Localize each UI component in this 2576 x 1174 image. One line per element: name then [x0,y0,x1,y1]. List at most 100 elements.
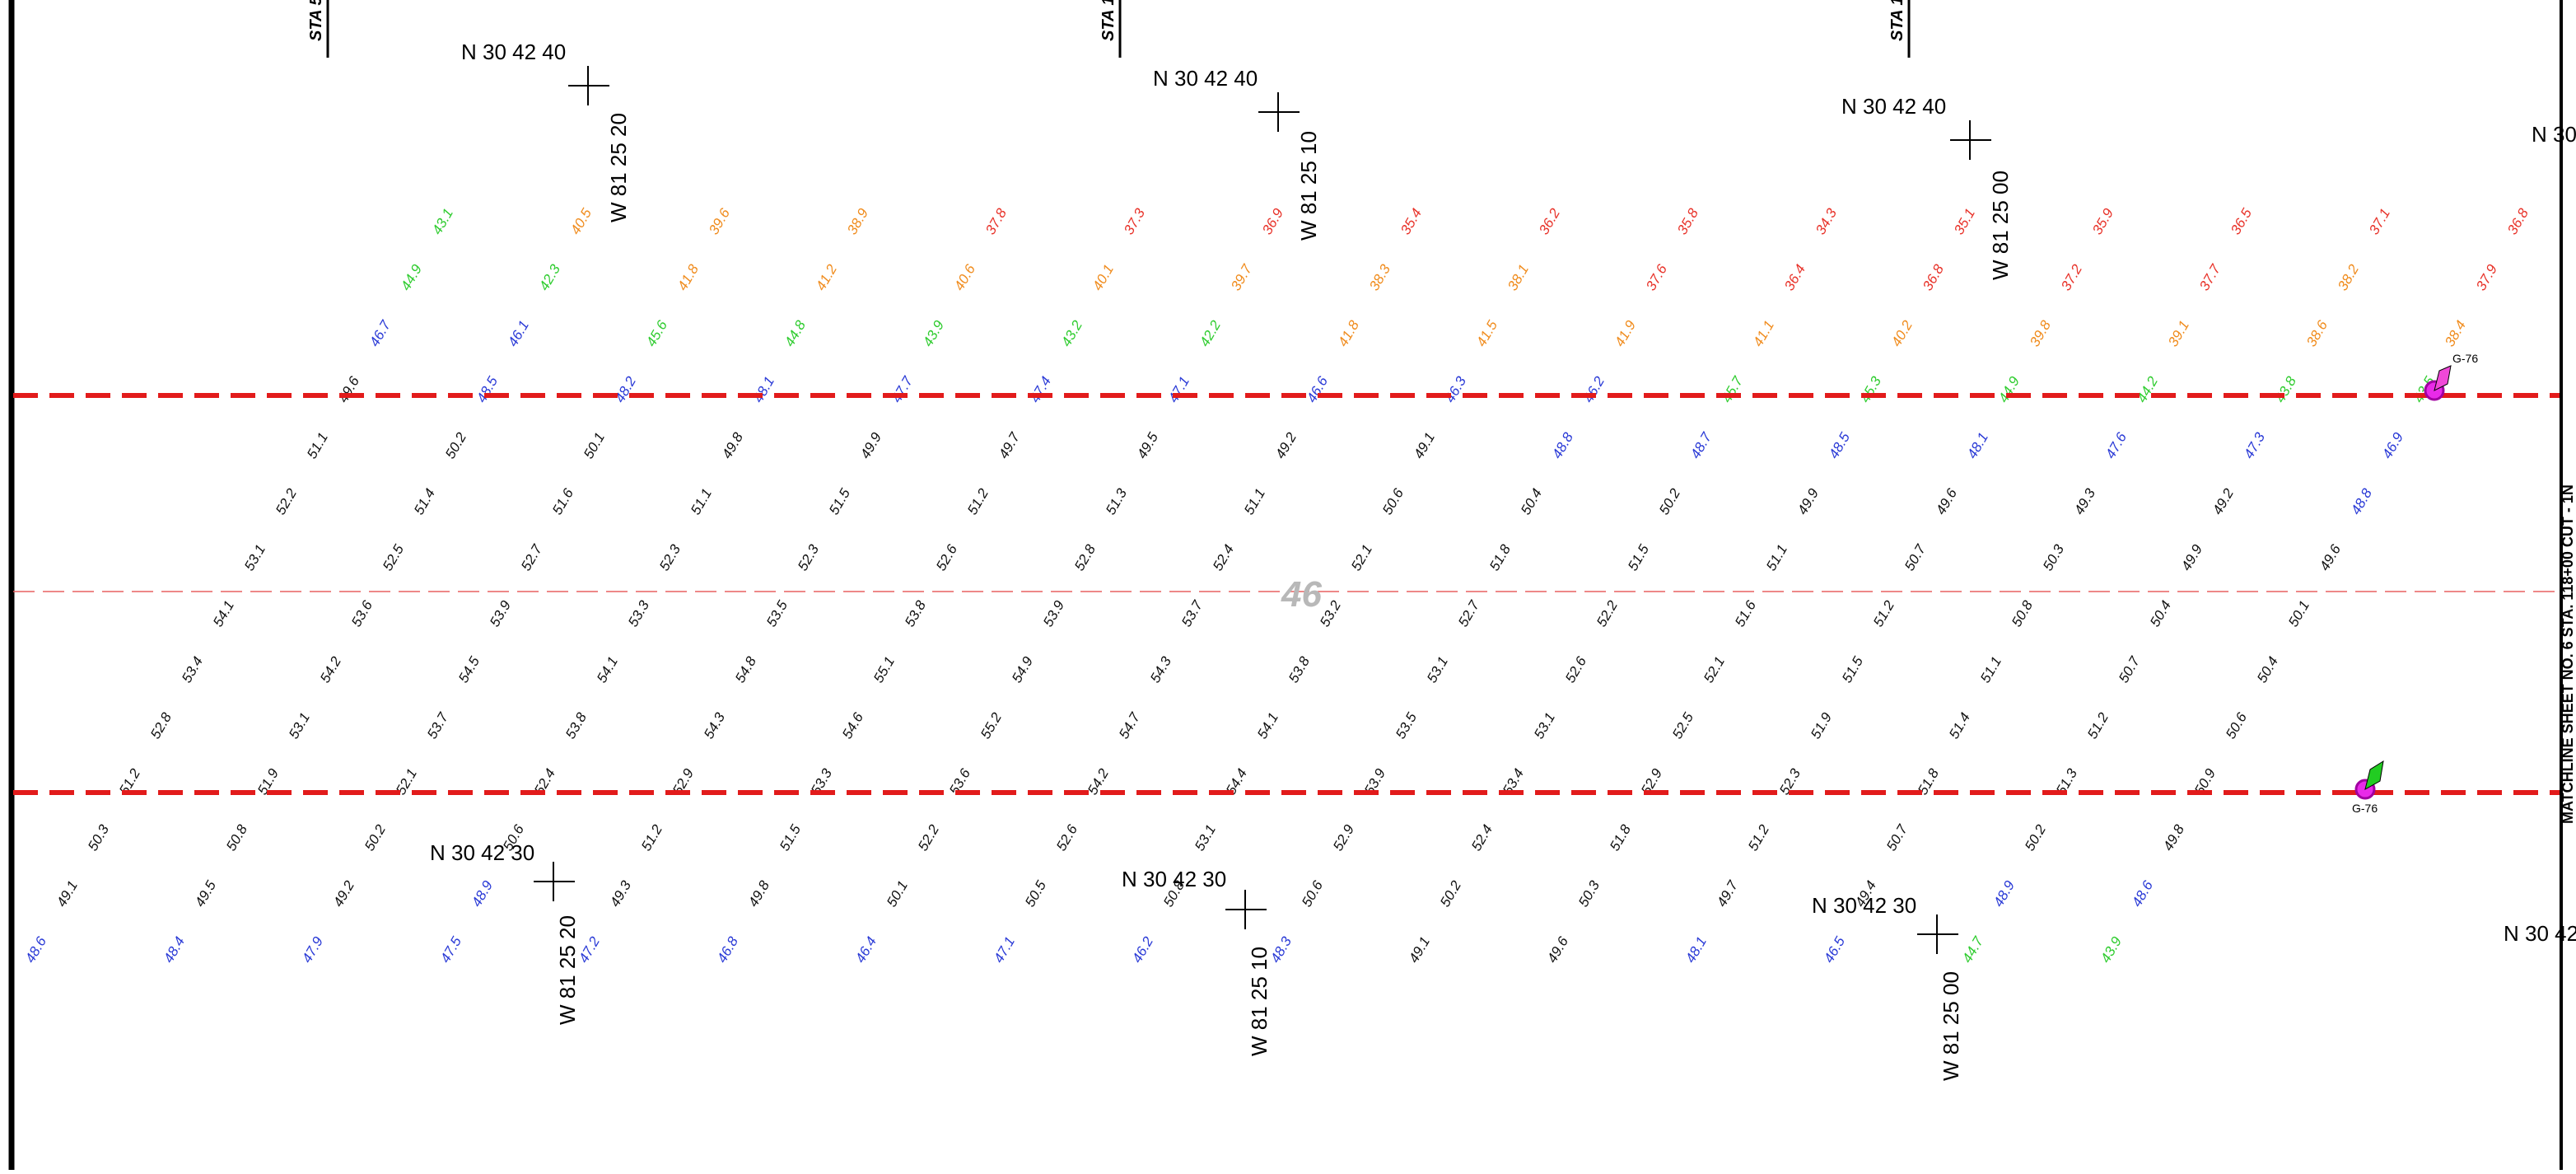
sounding: 50.8 [2009,597,2036,629]
sounding: 49.6 [1544,933,1571,966]
sounding: 40.5 [567,205,595,237]
sounding: 52.2 [1594,597,1621,629]
sounding: 37.3 [1121,205,1148,237]
sounding: 44.7 [1959,933,1986,966]
sounding: 51.8 [1607,821,1634,854]
sounding: 52.6 [933,541,960,573]
sounding: 51.1 [1977,654,2004,685]
sounding: 48.5 [1826,429,1853,461]
sounding: 53.1 [1192,822,1219,854]
sounding: 38.4 [2442,318,2469,349]
sounding: 48.5 [474,373,501,405]
sounding: 52.6 [1562,653,1589,685]
sounding: 55.1 [870,654,898,685]
crosshair [1950,120,1991,160]
sounding: 50.7 [1902,541,1929,573]
sounding: 54.1 [594,654,621,685]
sounding: 53.6 [348,597,376,629]
north-label: N 30 42 40 [461,40,566,64]
sounding: 47.2 [576,933,603,966]
sounding: 53.1 [1531,710,1558,741]
sounding: 50.3 [1575,877,1603,910]
sounding: 53.8 [1286,653,1313,685]
sounding: 46.9 [2379,429,2406,461]
north-label: N 30 42 40 [1153,66,1258,91]
sounding: 35.4 [1398,206,1425,237]
sounding: 54.1 [1254,710,1281,741]
sounding: 43.9 [920,317,947,349]
sounding: 48.8 [2348,485,2375,517]
sounding: 47.9 [299,933,326,966]
sounding: 52.4 [1210,542,1237,573]
watermark: 46 [1281,574,1322,615]
sounding: 50.6 [1379,485,1407,517]
sounding: 50.7 [1883,821,1911,854]
sounding: 52.5 [1669,709,1696,741]
sounding: 48.1 [1964,430,1991,461]
north-label: N 30 42 40 [1841,94,1946,119]
sounding: 52.2 [915,821,942,854]
sounding: 49.1 [1411,430,1438,461]
sounding: 48.9 [1990,877,2018,910]
sounding: 52.1 [1701,654,1728,685]
sounding: 54.7 [1116,709,1143,741]
sounding: 50.1 [884,878,911,910]
sounding: 50.7 [2116,653,2143,685]
sounding: 38.3 [1366,261,1393,293]
sounding: 51.6 [1732,597,1759,629]
sounding: 46.4 [852,934,880,966]
sounding: 52.1 [1348,542,1375,573]
sounding: 53.8 [562,709,590,741]
sounding: 39.6 [706,205,733,237]
sounding: 39.8 [2027,317,2054,349]
matchline-label: MATCHLINE SHEET NO. 6 STA. 118+00 CUT - … [2560,484,2576,824]
sounding: 49.8 [2160,821,2187,854]
gauge-flag [2434,365,2452,391]
sounding: 50.2 [1437,877,1464,910]
sounding: 49.2 [330,877,357,910]
sounding: 49.9 [2178,541,2205,573]
sounding: 46.2 [1129,933,1156,966]
sounding: 51.4 [411,486,438,517]
sounding: 43.9 [2098,933,2125,966]
sounding: 50.3 [85,821,112,854]
west-label: W 81 25 00 [1939,971,1963,1081]
sounding: 48.9 [469,877,496,910]
sounding: 48.2 [612,373,639,405]
sounding: 51.4 [1946,710,1973,741]
sounding: 49.5 [192,877,219,910]
sounding: 53.1 [286,710,313,741]
sounding: 53.3 [625,597,652,629]
sounding: 37.7 [2196,261,2224,293]
sounding: 35.1 [1951,206,1978,237]
sounding: 53.4 [179,654,206,685]
sounding: 44.9 [1995,373,2023,405]
sounding: 50.6 [1299,877,1326,910]
crosshair [534,862,575,901]
sounding: 48.1 [1682,934,1710,966]
sounding: 51.5 [826,485,853,517]
sounding: 39.7 [1228,261,1255,293]
sounding: 52.2 [273,485,300,517]
sounding: 38.6 [2303,317,2331,349]
sounding: 49.9 [857,429,884,461]
sounding: 45.6 [643,317,670,349]
sounding: 54.3 [701,709,728,741]
sounding: 49.3 [607,877,634,910]
sounding: 36.8 [2504,205,2532,237]
gauge-label: G-76 [2452,352,2478,365]
sounding: 49.3 [2071,485,2098,517]
sounding: 51.5 [1839,653,1866,685]
sounding: 49.1 [1406,934,1433,966]
sounding: 54.6 [839,709,866,741]
sounding: 50.3 [2040,541,2067,573]
west-label: W 81 25 20 [555,915,580,1025]
sounding: 43.1 [429,206,456,237]
sounding: 49.7 [996,429,1023,461]
sounding: 53.1 [241,542,268,573]
sounding: 52.5 [380,541,407,573]
sounding: 53.7 [424,709,451,741]
sounding: 43.8 [2272,373,2299,405]
sounding: 51.5 [1625,541,1652,573]
